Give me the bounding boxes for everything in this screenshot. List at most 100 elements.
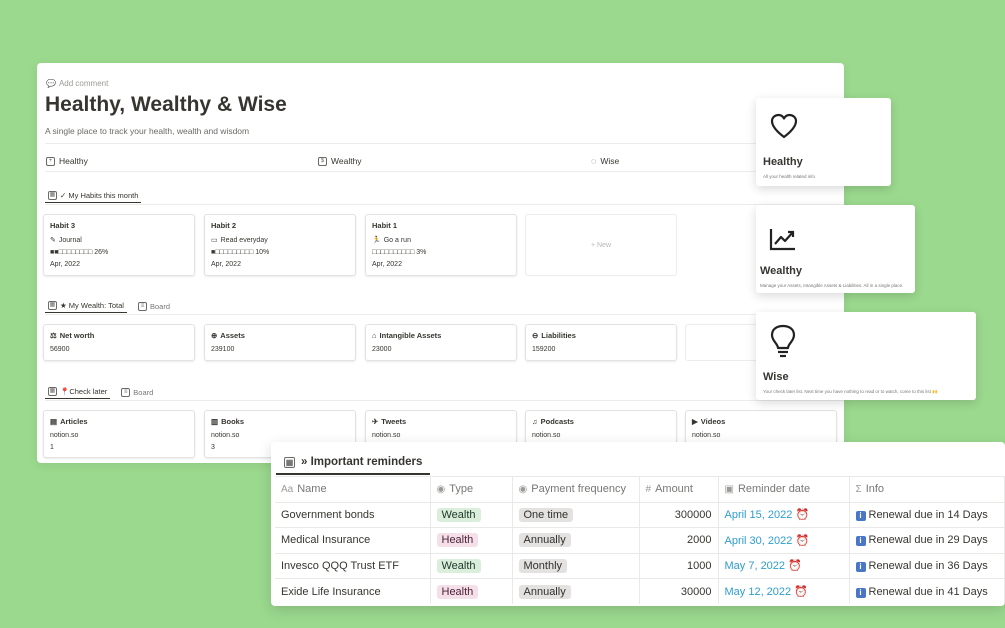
info-text: Renewal due in 14 Days — [868, 508, 988, 521]
headphones-icon: ♫ — [532, 417, 538, 426]
info-text: Renewal due in 41 Days — [868, 585, 988, 598]
feature-card-wise[interactable]: Wise Your check later list. Next time yo… — [756, 312, 976, 400]
habit-progress: ■■□□□□□□□□ 26% — [50, 249, 109, 256]
table-row[interactable]: Medical Insurance Health Annually 2000 A… — [275, 527, 1005, 553]
board-icon: ≡ — [121, 387, 131, 397]
cell-type[interactable]: Wealth — [430, 501, 513, 528]
habit-card[interactable]: Habit 2 ▭ Read everyday ■□□□□□□□□□ 10% Ap… — [204, 214, 356, 276]
tab-check-later[interactable]: ▦ 📍Check later — [45, 385, 111, 399]
cell-info[interactable]: i Renewal due in 29 Days — [849, 527, 1005, 553]
later-card[interactable]: ▤ Articles notion.so 1 — [43, 410, 195, 458]
column-info-label: Info — [865, 483, 885, 496]
link-healthy[interactable]: + Healthy — [46, 156, 88, 166]
cell-date[interactable]: May 7, 2022 ⏰ — [718, 552, 850, 579]
tab-board[interactable]: ≡ Board — [118, 385, 156, 399]
cell-amount[interactable]: 300000 — [639, 501, 719, 528]
cell-type[interactable]: Health — [430, 527, 513, 553]
article-icon: ▤ — [50, 417, 58, 426]
cell-date[interactable]: April 30, 2022 ⏰ — [718, 527, 850, 553]
cell-amount[interactable]: 30000 — [639, 578, 719, 604]
habit-date: Apr, 2022 — [372, 261, 402, 268]
frequency-tag: Annually — [518, 533, 571, 548]
books-icon: ▥ — [211, 417, 219, 426]
cell-frequency[interactable]: Annually — [512, 578, 640, 604]
cell-info[interactable]: i Renewal due in 41 Days — [849, 578, 1005, 604]
info-icon: i — [855, 561, 866, 572]
later-source: notion.so — [211, 432, 240, 439]
new-habit-label: + New — [590, 241, 612, 249]
column-header-name[interactable]: Aa Name — [275, 476, 431, 502]
column-header-type[interactable]: ◉ Type — [430, 476, 513, 502]
bulb-icon — [770, 324, 796, 358]
wealth-card[interactable]: ⌂ Intangible Assets 23000 — [365, 324, 517, 361]
wealth-card[interactable]: ⚖ Net worth 56900 — [43, 324, 195, 361]
link-wealthy[interactable]: $ Wealthy — [318, 156, 362, 166]
new-habit-button[interactable]: + New — [525, 214, 677, 276]
link-wise-label: Wise — [600, 156, 620, 166]
habit-card[interactable]: Habit 3 ✎ Journal ■■□□□□□□□□ 26% Apr, 202… — [43, 214, 195, 276]
column-frequency-label: Payment frequency — [531, 483, 627, 496]
later-title: Podcasts — [540, 417, 574, 426]
table-row[interactable]: Exide Life Insurance Health Annually 300… — [275, 578, 1005, 604]
notion-page: 💬 Add comment Healthy, Wealthy & Wise A … — [37, 63, 844, 463]
tab-my-wealth[interactable]: ▦ ★ My Wealth: Total — [45, 299, 127, 313]
info-icon: i — [855, 587, 866, 598]
feature-card-wealthy[interactable]: Wealthy Manage your Assets, Intangible A… — [756, 205, 915, 293]
tab-check-later-label: 📍Check later — [60, 387, 108, 396]
date-value: May 12, 2022 — [724, 586, 792, 598]
column-type-label: Type — [449, 483, 474, 496]
later-source: notion.so — [372, 432, 401, 439]
divider — [45, 204, 844, 205]
cell-type[interactable]: Health — [430, 578, 513, 604]
cell-amount[interactable]: 1000 — [639, 552, 719, 579]
habit-card[interactable]: Habit 1 🏃 Go a run □□□□□□□□□□ 3% Apr, 202… — [365, 214, 517, 276]
alarm-icon: ⏰ — [794, 586, 808, 598]
tab-board-label: Board — [149, 301, 170, 311]
minus-circle-icon: ⊖ — [532, 331, 539, 340]
cell-name[interactable]: Medical Insurance — [275, 527, 431, 553]
wealth-title: Liabilities — [541, 331, 576, 340]
cell-amount[interactable]: 2000 — [639, 527, 719, 553]
column-header-date[interactable]: ▣ Reminder date — [718, 476, 850, 502]
cell-frequency[interactable]: Annually — [512, 527, 640, 553]
table-header-row: Aa Name ◉ Type ◉ Payment frequency # Amount … — [275, 476, 1005, 502]
table-row[interactable]: Government bonds Wealth One time 300000 … — [275, 501, 1005, 528]
feature-card-healthy[interactable]: Healthy All your health related info — [756, 98, 891, 186]
column-header-info[interactable]: Σ Info — [849, 476, 1005, 502]
tab-board[interactable]: ≡ Board — [135, 299, 173, 313]
feature-title: Wealthy — [760, 265, 802, 277]
info-icon: i — [855, 536, 866, 547]
cell-name[interactable]: Government bonds — [275, 501, 431, 528]
number-icon: # — [645, 484, 652, 496]
select-icon: ◉ — [436, 484, 446, 496]
cell-name[interactable]: Exide Life Insurance — [275, 578, 431, 604]
cell-info[interactable]: i Renewal due in 36 Days — [849, 552, 1005, 579]
wealth-card[interactable]: ⊕ Assets 239100 — [204, 324, 356, 361]
column-header-frequency[interactable]: ◉ Payment frequency — [512, 476, 640, 502]
cell-frequency[interactable]: One time — [512, 501, 640, 528]
type-tag: Wealth — [436, 507, 481, 522]
feature-description: Your check later list. Next time you hav… — [763, 389, 938, 394]
column-header-amount[interactable]: # Amount — [639, 476, 719, 502]
tab-my-habits-label: ✓ My Habits this month — [60, 191, 139, 200]
frequency-tag: Annually — [518, 584, 571, 599]
column-date-label: Reminder date — [737, 483, 811, 496]
wealth-card[interactable]: ⊖ Liabilities 159200 — [525, 324, 677, 361]
link-wise[interactable]: ◌ Wise — [591, 156, 619, 166]
alarm-icon: ⏰ — [795, 534, 810, 547]
cell-info[interactable]: i Renewal due in 14 Days — [849, 501, 1005, 528]
table-row[interactable]: Invesco QQQ Trust ETF Wealth Monthly 100… — [275, 552, 1005, 579]
cell-date[interactable]: May 12, 2022 ⏰ — [718, 578, 850, 604]
page-subtitle: A single place to track your health, wea… — [45, 126, 250, 136]
cell-date[interactable]: April 15, 2022 ⏰ — [718, 501, 850, 528]
table-icon: ▦ — [48, 301, 57, 310]
cell-name[interactable]: Invesco QQQ Trust ETF — [275, 552, 431, 579]
building-icon: ⌂ — [372, 331, 377, 340]
cell-frequency[interactable]: Monthly — [512, 552, 640, 579]
add-comment-button[interactable]: 💬 Add comment — [46, 79, 108, 88]
tab-important-reminders[interactable]: ▦ » Important reminders — [276, 451, 431, 475]
text-icon: Aa — [281, 484, 294, 496]
cell-type[interactable]: Wealth — [430, 552, 513, 579]
page-title: Healthy, Wealthy & Wise — [45, 93, 287, 116]
tab-my-habits[interactable]: ▦ ✓ My Habits this month — [45, 189, 142, 203]
